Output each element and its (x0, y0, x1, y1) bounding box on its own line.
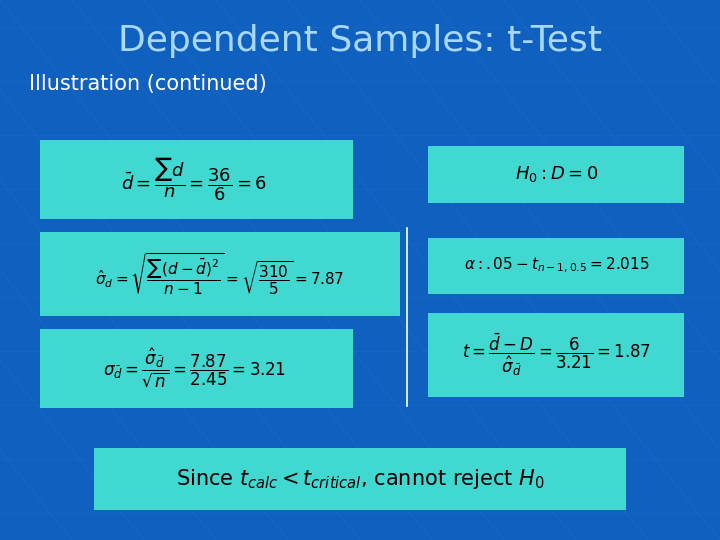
FancyBboxPatch shape (94, 448, 626, 510)
Text: Since $t_{calc} < t_{critical}$, cannot reject $H_0$: Since $t_{calc} < t_{critical}$, cannot … (176, 467, 544, 491)
Text: Dependent Samples: t-Test: Dependent Samples: t-Test (118, 24, 602, 57)
Text: $\sigma_{\bar{d}} = \dfrac{\hat{\sigma}_{\bar{d}}}{\sqrt{n}} = \dfrac{7.87}{2.45: $\sigma_{\bar{d}} = \dfrac{\hat{\sigma}_… (103, 347, 286, 390)
Text: $t = \dfrac{\bar{d} - D}{\hat{\sigma}_{\bar{d}}} = \dfrac{6}{3.21} = 1.87$: $t = \dfrac{\bar{d} - D}{\hat{\sigma}_{\… (462, 332, 651, 378)
Text: $H_0 : D = 0$: $H_0 : D = 0$ (515, 164, 598, 184)
FancyBboxPatch shape (40, 329, 353, 408)
Text: $\bar{d} = \dfrac{\sum d}{n} = \dfrac{36}{6} = 6$: $\bar{d} = \dfrac{\sum d}{n} = \dfrac{36… (122, 156, 267, 202)
FancyBboxPatch shape (428, 146, 684, 202)
FancyBboxPatch shape (40, 140, 353, 219)
Text: $\alpha : .05 - t_{n-1, 0.5} = 2.015$: $\alpha : .05 - t_{n-1, 0.5} = 2.015$ (464, 256, 649, 275)
FancyBboxPatch shape (40, 232, 400, 316)
Text: Illustration (continued): Illustration (continued) (29, 73, 266, 94)
Text: $\hat{\sigma}_{d} = \sqrt{\dfrac{\sum (d-\bar{d})^2}{n-1}} = \sqrt{\dfrac{310}{5: $\hat{\sigma}_{d} = \sqrt{\dfrac{\sum (d… (95, 251, 344, 296)
FancyBboxPatch shape (428, 313, 684, 397)
FancyBboxPatch shape (428, 238, 684, 294)
